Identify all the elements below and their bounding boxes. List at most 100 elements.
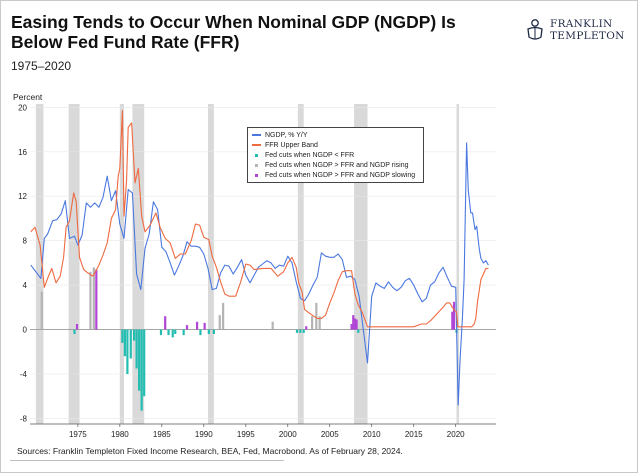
cut-bar-cuts-below-25 bbox=[207, 329, 210, 334]
legend-label-cuts-slowing: Fed cuts when NGDP > FFR and NGDP slowin… bbox=[265, 171, 416, 179]
legend-item-cuts-below: Fed cuts when NGDP < FFR bbox=[252, 150, 419, 160]
legend: NGDP, % Y/Y FFR Upper Band Fed cuts when… bbox=[247, 127, 424, 183]
x-tick-label-6: 2005 bbox=[321, 430, 339, 439]
y-tick-label-5: 0 bbox=[23, 326, 28, 335]
cut-bar-cuts-slowing-16 bbox=[164, 316, 167, 330]
legend-swatch-cuts-below bbox=[255, 153, 258, 157]
x-tick-label-7: 2010 bbox=[363, 430, 381, 439]
cut-bar-cuts-below-9 bbox=[129, 329, 132, 359]
cut-bar-cuts-rising-35 bbox=[315, 302, 318, 330]
x-tick-label-9: 2020 bbox=[447, 430, 465, 439]
cut-bar-cuts-slowing-22 bbox=[195, 321, 199, 330]
cut-bar-cuts-rising-36 bbox=[318, 316, 321, 330]
cut-bar-cuts-slowing-33 bbox=[305, 326, 308, 330]
cut-bar-cuts-below-8 bbox=[126, 329, 129, 374]
cut-bar-cuts-below-10 bbox=[133, 329, 136, 341]
legend-item-cuts-slowing: Fed cuts when NGDP > FFR and NGDP slowin… bbox=[252, 170, 419, 180]
series-line-ngdp bbox=[30, 142, 489, 406]
series-line-ffr bbox=[30, 110, 489, 328]
source-note: Sources: Franklin Templeton Fixed Income… bbox=[17, 446, 403, 456]
legend-swatch-ffr bbox=[252, 144, 261, 146]
legend-swatch-cuts-rising bbox=[255, 163, 258, 167]
cut-bar-cuts-below-41 bbox=[357, 329, 360, 333]
bottom-rule bbox=[10, 460, 284, 461]
cut-bar-cuts-rising-28 bbox=[222, 302, 225, 330]
cut-bar-cuts-below-7 bbox=[123, 329, 126, 357]
cut-bar-cuts-slowing-42 bbox=[451, 311, 454, 330]
recession-band-7 bbox=[456, 104, 460, 424]
chart-title: Easing Tends to Occur When Nominal GDP (… bbox=[11, 12, 456, 52]
cut-bar-cuts-slowing-40 bbox=[355, 319, 358, 330]
y-tick-label-6: -4 bbox=[20, 370, 28, 379]
cut-bar-cuts-rising-29 bbox=[271, 321, 274, 330]
legend-swatch-cuts-slowing bbox=[255, 173, 258, 177]
cut-bar-cuts-below-23 bbox=[199, 329, 202, 336]
legend-item-ffr: FFR Upper Band bbox=[252, 140, 419, 150]
y-tick-label-0: 20 bbox=[18, 103, 27, 112]
cut-bar-cuts-below-32 bbox=[302, 329, 305, 333]
recession-band-0 bbox=[35, 104, 44, 424]
legend-item-ngdp: NGDP, % Y/Y bbox=[252, 130, 419, 140]
x-tick-label-0: 1975 bbox=[69, 430, 87, 439]
cut-bar-cuts-below-15 bbox=[159, 329, 163, 336]
cut-bar-cuts-slowing-24 bbox=[203, 322, 206, 330]
cut-bars bbox=[40, 267, 458, 411]
recession-band-1 bbox=[68, 104, 80, 424]
cut-bar-cuts-rising-0 bbox=[40, 291, 43, 330]
cut-bar-cuts-rising-4 bbox=[92, 267, 95, 330]
cut-bar-cuts-below-19 bbox=[174, 329, 177, 334]
x-tick-label-8: 2015 bbox=[405, 430, 423, 439]
brand-logo: FRANKLIN TEMPLETON bbox=[524, 16, 634, 46]
recession-band-2 bbox=[119, 104, 125, 424]
cut-bar-cuts-below-6 bbox=[121, 329, 124, 343]
cut-bar-cuts-slowing-21 bbox=[185, 325, 189, 330]
legend-label-cuts-rising: Fed cuts when NGDP > FFR and NGDP rising bbox=[265, 161, 409, 169]
cut-bar-cuts-below-12 bbox=[138, 329, 141, 391]
axes: 20 16 12 8 4 0 -4 -8 1975 1980 1985 1990 1995 2000 200… bbox=[18, 103, 496, 439]
x-tick-label-3: 1990 bbox=[195, 430, 213, 439]
grid-lines bbox=[30, 107, 496, 419]
cut-bar-cuts-slowing-38 bbox=[352, 315, 355, 330]
cut-bar-cuts-slowing-2 bbox=[75, 324, 79, 330]
cut-bar-cuts-below-31 bbox=[299, 329, 302, 333]
x-tick-label-5: 2000 bbox=[279, 430, 297, 439]
y-tick-label-2: 12 bbox=[18, 192, 27, 201]
recession-band-6 bbox=[354, 104, 368, 424]
legend-swatch-ngdp bbox=[252, 134, 261, 136]
cut-bar-cuts-slowing-5 bbox=[95, 269, 98, 330]
recession-band-5 bbox=[297, 104, 304, 424]
legend-label-ffr: FFR Upper Band bbox=[265, 141, 318, 149]
y-tick-label-4: 4 bbox=[23, 281, 28, 290]
legend-label-cuts-below: Fed cuts when NGDP < FFR bbox=[265, 151, 355, 159]
y-axis-label: Percent bbox=[13, 92, 43, 102]
cut-bar-cuts-below-30 bbox=[295, 329, 299, 333]
recession-band-3 bbox=[132, 104, 145, 424]
logo-line-2: TEMPLETON bbox=[550, 30, 625, 42]
cut-bar-cuts-below-13 bbox=[140, 329, 143, 411]
logo-line-1: FRANKLIN bbox=[550, 18, 613, 30]
legend-item-cuts-rising: Fed cuts when NGDP > FFR and NGDP rising bbox=[252, 160, 419, 170]
cut-bar-cuts-rising-3 bbox=[89, 271, 92, 330]
cut-bar-cuts-slowing-43 bbox=[452, 301, 456, 330]
franklin-seal-icon bbox=[527, 19, 543, 40]
cut-bar-cuts-below-17 bbox=[167, 329, 170, 336]
series-lines bbox=[30, 110, 489, 406]
cut-bar-cuts-below-14 bbox=[143, 329, 146, 397]
cut-bar-cuts-below-1 bbox=[73, 329, 76, 334]
cut-bar-cuts-rising-34 bbox=[311, 316, 314, 330]
cut-bar-cuts-below-11 bbox=[135, 329, 138, 369]
chart-subtitle: 1975–2020 bbox=[11, 59, 72, 73]
cut-bar-cuts-below-20 bbox=[182, 329, 185, 336]
y-tick-label-7: -8 bbox=[20, 414, 28, 423]
recession-band-4 bbox=[208, 104, 214, 424]
recession-bands bbox=[35, 104, 460, 424]
cut-bar-cuts-below-18 bbox=[171, 329, 174, 338]
x-tick-label-2: 1985 bbox=[153, 430, 171, 439]
y-tick-label-1: 16 bbox=[18, 148, 27, 157]
x-tick-label-4: 1995 bbox=[237, 430, 255, 439]
cut-bar-cuts-below-26 bbox=[212, 329, 215, 334]
legend-label-ngdp: NGDP, % Y/Y bbox=[265, 131, 308, 139]
x-tick-label-1: 1980 bbox=[111, 430, 129, 439]
